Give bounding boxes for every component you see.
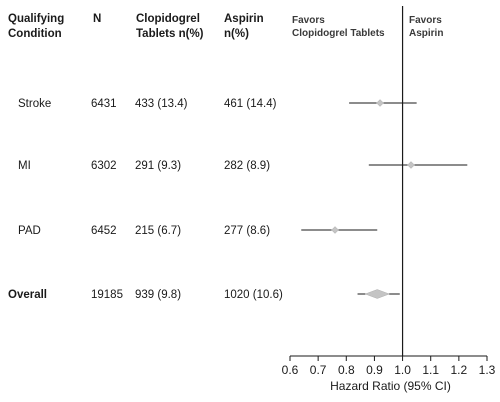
x-tick-label: 1.2 [451,363,468,377]
favors-clopidogrel-label: Favors Clopidogrel Tablets [292,14,385,40]
x-axis-title: Hazard Ratio (95% CI) [330,379,451,393]
favors-aspirin-label: Favors Aspirin [409,14,443,40]
row-aspirin: 277 (8.6) [224,225,271,237]
x-tick-label: 1.1 [422,363,439,377]
x-tick-label: 0.6 [282,363,299,377]
overall-diamond [364,289,390,299]
row-clopidogrel: 939 (9.8) [135,289,182,301]
row-aspirin: 1020 (10.6) [224,289,283,301]
favors-clopidogrel-line1: Favors [292,15,325,26]
header-condition-line1: Qualifying [8,13,65,25]
header-aspirin-line1: Aspirin [224,13,264,25]
x-tick-label: 0.9 [366,363,383,377]
row-n: 6431 [91,98,117,110]
header-clopidogrel: Clopidogrel Tablets n(%) [136,12,204,42]
header-condition-line2: Condition [8,28,62,40]
row-clopidogrel: 291 (9.3) [135,160,182,172]
row-aspirin: 282 (8.9) [224,160,271,172]
header-clopidogrel-line1: Clopidogrel [136,13,200,25]
row-clopidogrel: 215 (6.7) [135,225,182,237]
favors-aspirin-line1: Favors [409,15,442,26]
point-estimate [376,99,384,107]
x-tick-label: 1.3 [479,363,496,377]
row-clopidogrel: 433 (13.4) [135,98,188,110]
point-estimate [331,226,339,234]
row-n: 19185 [91,289,123,301]
row-condition: Stroke [18,98,52,110]
header-aspirin: Aspirin n(%) [224,12,264,42]
x-tick-label: 0.8 [338,363,355,377]
x-tick-label: 1.0 [394,363,411,377]
row-n: 6302 [91,160,117,172]
row-condition: PAD [18,225,41,237]
header-condition: Qualifying Condition [8,12,64,42]
x-tick-label: 0.7 [310,363,327,377]
row-n: 6452 [91,225,117,237]
row-condition: MI [18,160,31,172]
row-aspirin: 461 (14.4) [224,98,277,110]
header-clopidogrel-line2: Tablets n(%) [136,28,204,40]
row-condition: Overall [8,289,47,301]
header-n: N [93,13,102,25]
header-aspirin-line2: n(%) [224,28,249,40]
favors-aspirin-line2: Aspirin [409,28,444,39]
point-estimate [407,161,415,169]
favors-clopidogrel-line2: Clopidogrel Tablets [292,28,385,39]
